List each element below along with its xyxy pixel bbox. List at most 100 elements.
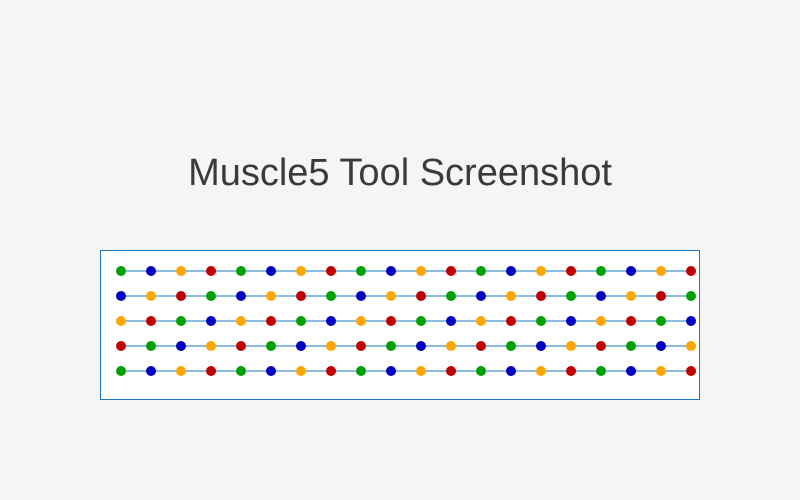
alignment-residue-dot [326,291,336,301]
alignment-residue-dot [626,341,636,351]
alignment-residue-dot [266,316,276,326]
alignment-residue-dot [266,341,276,351]
alignment-residue-dot [176,366,186,376]
alignment-residue-dot [116,316,126,326]
alignment-residue-dot [656,316,666,326]
alignment-residue-dot [296,366,306,376]
alignment-residue-dot [566,266,576,276]
alignment-residue-dot [506,366,516,376]
alignment-residue-dot [146,316,156,326]
alignment-residue-dot [356,341,366,351]
alignment-residue-dot [626,366,636,376]
alignment-residue-dot [266,291,276,301]
alignment-residue-dot [446,341,456,351]
alignment-residue-dot [206,316,216,326]
alignment-residue-dot [566,316,576,326]
alignment-residue-dot [686,291,696,301]
alignment-residue-dot [446,266,456,276]
alignment-frame [100,250,700,400]
alignment-residue-dot [476,291,486,301]
alignment-residue-dot [686,266,696,276]
alignment-residue-dot [146,291,156,301]
alignment-residue-dot [596,291,606,301]
alignment-residue-dot [656,266,666,276]
alignment-residue-dot [416,266,426,276]
alignment-residue-dot [446,291,456,301]
alignment-residue-dot [326,316,336,326]
alignment-residue-dot [326,366,336,376]
alignment-residue-dot [596,341,606,351]
alignment-residue-dot [416,341,426,351]
alignment-diagram [116,266,696,376]
page-title: Muscle5 Tool Screenshot [188,152,612,194]
alignment-residue-dot [236,316,246,326]
alignment-residue-dot [506,316,516,326]
alignment-residue-dot [296,316,306,326]
alignment-residue-dot [356,291,366,301]
alignment-residue-dot [626,316,636,326]
alignment-residue-dot [146,266,156,276]
alignment-residue-dot [506,266,516,276]
alignment-residue-dot [536,366,546,376]
alignment-residue-dot [536,291,546,301]
alignment-residue-dot [146,366,156,376]
alignment-residue-dot [476,341,486,351]
alignment-residue-dot [596,316,606,326]
alignment-residue-dot [236,366,246,376]
alignment-residue-dot [266,366,276,376]
alignment-residue-dot [356,316,366,326]
alignment-residue-dot [296,341,306,351]
alignment-residue-dot [206,291,216,301]
alignment-residue-dot [236,291,246,301]
alignment-residue-dot [206,266,216,276]
alignment-residue-dot [686,366,696,376]
alignment-residue-dot [476,316,486,326]
alignment-residue-dot [176,341,186,351]
alignment-residue-dot [296,291,306,301]
alignment-residue-dot [326,266,336,276]
alignment-residue-dot [176,291,186,301]
alignment-residue-dot [416,291,426,301]
alignment-residue-dot [416,366,426,376]
alignment-residue-dot [446,316,456,326]
alignment-residue-dot [686,341,696,351]
alignment-residue-dot [116,341,126,351]
alignment-residue-dot [446,366,456,376]
alignment-residue-dot [626,291,636,301]
alignment-residue-dot [566,366,576,376]
alignment-residue-dot [296,266,306,276]
alignment-residue-dot [386,366,396,376]
alignment-residue-dot [356,366,366,376]
alignment-residue-dot [656,291,666,301]
alignment-residue-dot [596,366,606,376]
alignment-residue-dot [386,291,396,301]
alignment-residue-dot [266,266,276,276]
alignment-residue-dot [116,366,126,376]
alignment-residue-dot [236,266,246,276]
alignment-residue-dot [386,316,396,326]
alignment-residue-dot [566,291,576,301]
alignment-residue-dot [236,341,246,351]
alignment-residue-dot [386,266,396,276]
alignment-residue-dot [536,341,546,351]
alignment-residue-dot [506,341,516,351]
alignment-residue-dot [476,366,486,376]
alignment-residue-dot [116,291,126,301]
alignment-residue-dot [566,341,576,351]
alignment-residue-dot [626,266,636,276]
alignment-residue-dot [416,316,426,326]
alignment-residue-dot [476,266,486,276]
alignment-residue-dot [386,341,396,351]
alignment-residue-dot [356,266,366,276]
alignment-residue-dot [506,291,516,301]
alignment-residue-dot [326,341,336,351]
alignment-residue-dot [596,266,606,276]
alignment-residue-dot [656,366,666,376]
alignment-residue-dot [656,341,666,351]
alignment-residue-dot [146,341,156,351]
alignment-residue-dot [536,316,546,326]
alignment-residue-dot [686,316,696,326]
alignment-residue-dot [176,316,186,326]
alignment-residue-dot [176,266,186,276]
